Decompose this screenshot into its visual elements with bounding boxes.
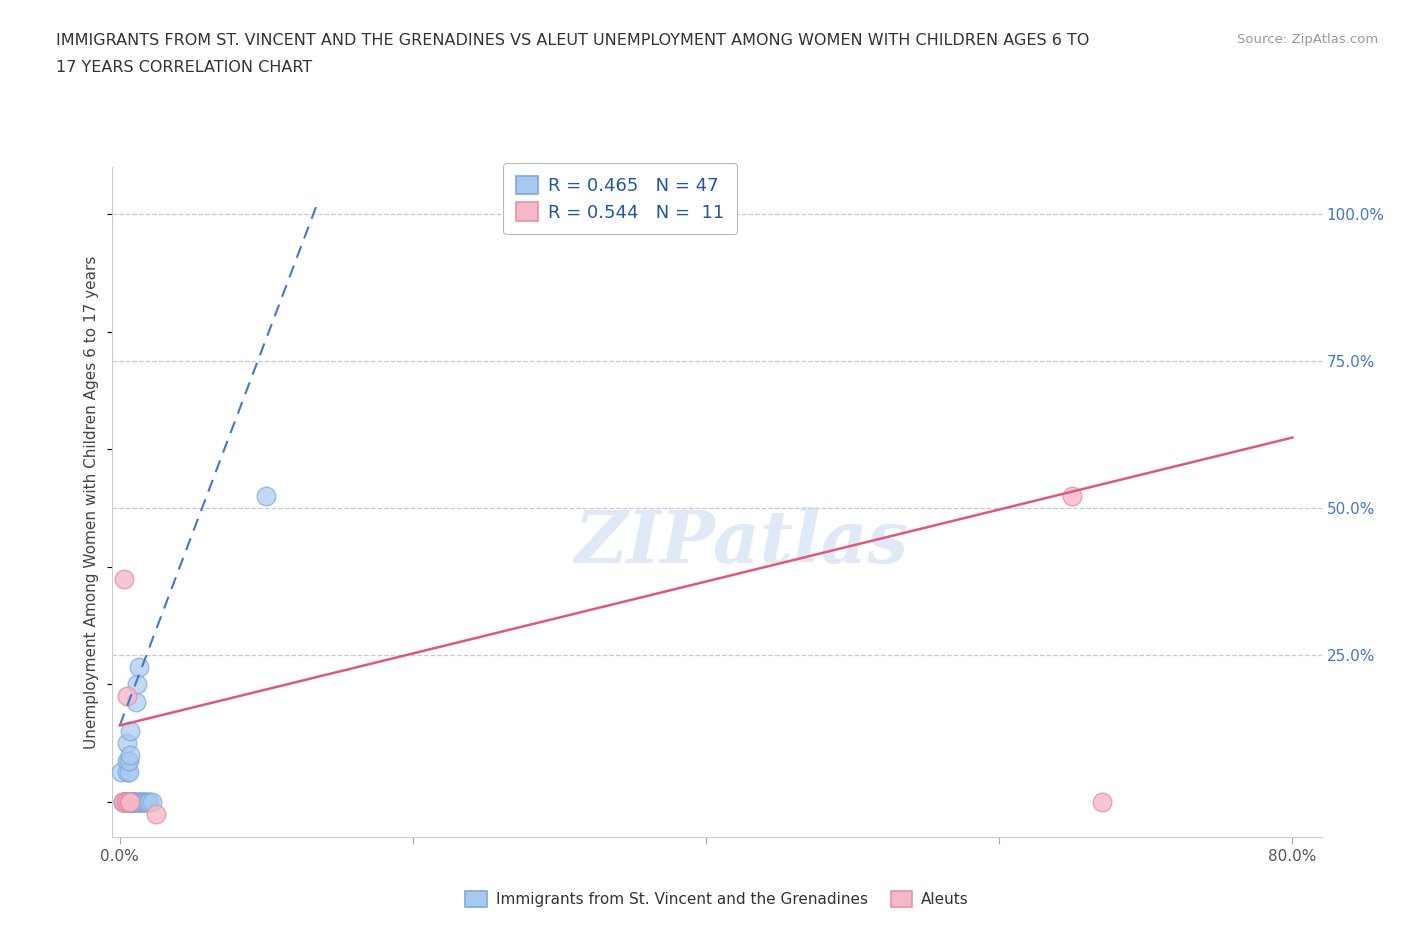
- Point: [121, 794, 143, 809]
- Point: [124, 794, 146, 809]
- Point: [111, 794, 134, 809]
- Point: [115, 765, 138, 780]
- Point: [117, 794, 139, 809]
- Point: [127, 677, 149, 692]
- Point: [122, 794, 145, 809]
- Point: [125, 794, 148, 809]
- Point: [115, 736, 138, 751]
- Point: [122, 794, 145, 809]
- Point: [121, 794, 143, 809]
- Point: [145, 806, 167, 821]
- Legend: Immigrants from St. Vincent and the Grenadines, Aleuts: Immigrants from St. Vincent and the Gren…: [456, 882, 979, 916]
- Text: Source: ZipAtlas.com: Source: ZipAtlas.com: [1237, 33, 1378, 46]
- Point: [120, 794, 142, 809]
- Point: [124, 794, 146, 809]
- Point: [121, 794, 143, 809]
- Text: ZIPatlas: ZIPatlas: [574, 507, 908, 578]
- Point: [112, 794, 135, 809]
- Point: [110, 765, 132, 780]
- Point: [114, 794, 136, 809]
- Point: [138, 794, 160, 809]
- Point: [114, 794, 136, 809]
- Point: [111, 794, 134, 809]
- Point: [128, 794, 150, 809]
- Point: [128, 659, 150, 674]
- Point: [115, 753, 138, 768]
- Y-axis label: Unemployment Among Women with Children Ages 6 to 17 years: Unemployment Among Women with Children A…: [84, 256, 100, 749]
- Point: [132, 794, 155, 809]
- Point: [134, 794, 156, 809]
- Point: [1091, 794, 1114, 809]
- Point: [111, 794, 134, 809]
- Point: [115, 688, 138, 703]
- Point: [120, 748, 142, 763]
- Point: [129, 794, 152, 809]
- Point: [124, 794, 146, 809]
- Point: [120, 724, 142, 738]
- Point: [120, 794, 142, 809]
- Point: [117, 794, 139, 809]
- Text: 17 YEARS CORRELATION CHART: 17 YEARS CORRELATION CHART: [56, 60, 312, 75]
- Point: [141, 794, 163, 809]
- Text: IMMIGRANTS FROM ST. VINCENT AND THE GRENADINES VS ALEUT UNEMPLOYMENT AMONG WOMEN: IMMIGRANTS FROM ST. VINCENT AND THE GREN…: [56, 33, 1090, 47]
- Point: [115, 794, 138, 809]
- Point: [1062, 489, 1084, 504]
- Point: [254, 489, 277, 504]
- Point: [112, 794, 135, 809]
- Point: [125, 695, 148, 710]
- Point: [121, 794, 143, 809]
- Point: [112, 794, 135, 809]
- Point: [114, 794, 136, 809]
- Point: [117, 794, 139, 809]
- Point: [129, 794, 152, 809]
- Point: [120, 794, 142, 809]
- Point: [131, 794, 153, 809]
- Point: [122, 794, 145, 809]
- Point: [112, 571, 135, 586]
- Point: [136, 794, 159, 809]
- Point: [117, 753, 139, 768]
- Point: [127, 794, 149, 809]
- Point: [117, 765, 139, 780]
- Point: [114, 794, 136, 809]
- Point: [131, 794, 153, 809]
- Point: [115, 794, 138, 809]
- Point: [135, 794, 157, 809]
